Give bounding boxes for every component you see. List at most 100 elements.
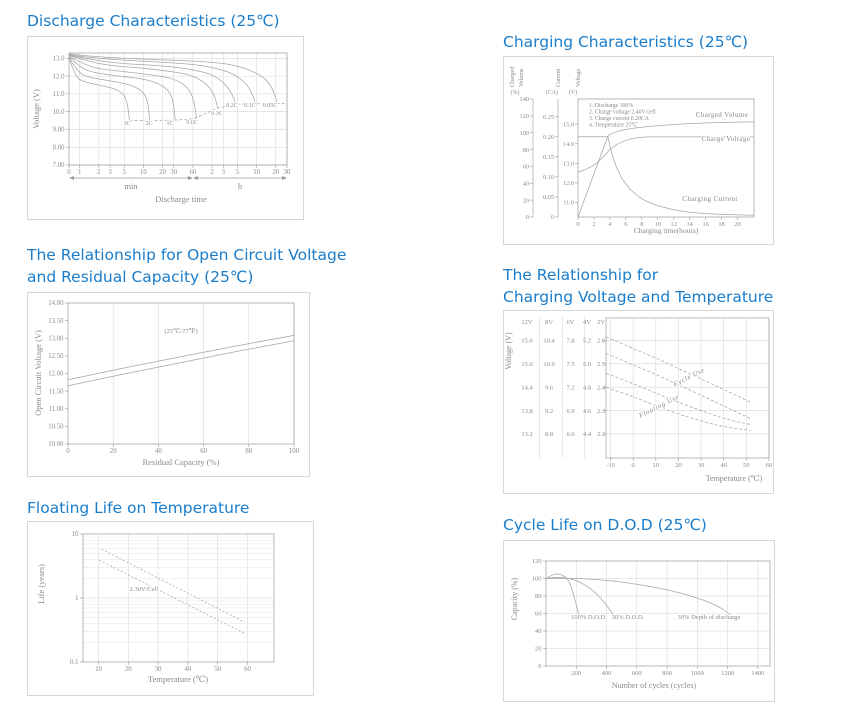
x-tick-label: 30 bbox=[155, 666, 162, 673]
y-axis-tick-label: 0 bbox=[526, 214, 529, 221]
column-tick-label: 10.0 bbox=[543, 361, 554, 368]
x-tick-label: 30 bbox=[170, 169, 177, 176]
series-0.3C bbox=[68, 55, 218, 109]
cvt-chart-svg: -10 0 10 20 30 40 50 60 12V 15.6 15.0 14.4 13.8 13.2 8… bbox=[504, 317, 773, 483]
column-tick-label: 7.5 bbox=[566, 361, 574, 368]
column-tick-label: 5.2 bbox=[583, 338, 591, 345]
ocv-chart-box: 0 20 40 60 80 100 14.00 13.50 13.00 12.50 12.00 11.… bbox=[27, 292, 310, 477]
y-tick-label: 120 bbox=[532, 558, 542, 565]
x-tick-label: 30 bbox=[284, 169, 291, 176]
y-tick-label: 10.50 bbox=[48, 424, 64, 431]
panel-discharge: Discharge Characteristics (25℃) 0 1 2 3 5 10 2… bbox=[27, 10, 304, 220]
series-0.1C bbox=[68, 54, 256, 104]
column-tick-label: 7.2 bbox=[566, 384, 574, 391]
series-ocv-lower bbox=[67, 340, 295, 387]
x-tick-label: 20 bbox=[272, 169, 279, 176]
x-tick-label: 1400 bbox=[751, 670, 764, 677]
annotation-label: 0.2C bbox=[226, 103, 238, 109]
annotation-label: Current bbox=[556, 68, 562, 87]
y-axis-tick-label: 0.10 bbox=[543, 174, 554, 181]
y-axis-label: Voltage (V) bbox=[31, 89, 41, 129]
x-tick-label: 1000 bbox=[691, 670, 704, 677]
y-axis-tick-label: 40 bbox=[523, 180, 529, 187]
annotation-label: Voltage bbox=[576, 68, 582, 87]
x-tick-label: 40 bbox=[184, 666, 191, 673]
y-axis-tick-label: 0.25 bbox=[543, 114, 554, 121]
y-axis-tick-label: 12.0 bbox=[563, 180, 574, 187]
y-tick-label: 13.0 bbox=[53, 56, 65, 63]
y-axis-label: Capacity (%) bbox=[510, 577, 519, 620]
discharge-chart-box: 0 1 2 3 5 10 20 30 60 2 3 5 10 20 30 13.0 12.0 11.0 10.0 9.… bbox=[27, 36, 304, 220]
x-tick-label: 60 bbox=[766, 462, 773, 469]
cycle-chart-box: 200 400 600 800 1000 1200 1400 0 20 40 60 80 100 120 1… bbox=[503, 540, 775, 702]
series-float-life-lower bbox=[99, 559, 245, 634]
y-tick-label: 0.1 bbox=[70, 659, 79, 666]
y-axis-tick-label: 0.20 bbox=[543, 134, 554, 141]
series-0.6C bbox=[68, 56, 197, 119]
axis-unit-span-label: h bbox=[238, 181, 243, 191]
column-tick-label: 13.2 bbox=[521, 431, 532, 438]
x-tick-label: 20 bbox=[125, 666, 132, 673]
x-tick-label: 4 bbox=[608, 221, 612, 228]
floating-title: Floating Life on Temperature bbox=[27, 499, 250, 517]
y-axis-label: Life (years) bbox=[36, 564, 46, 604]
x-axis-label: Residual Capacity (%) bbox=[143, 457, 220, 467]
annotation-label: 0.05C bbox=[263, 103, 278, 109]
y-tick-label: 11.0 bbox=[53, 91, 65, 98]
series-float-life-upper bbox=[101, 548, 245, 623]
x-tick-label: 20 bbox=[675, 462, 682, 469]
x-tick-label: 1200 bbox=[721, 670, 734, 677]
y-axis-tick-label: 20 bbox=[523, 197, 529, 204]
annotation-label: 3. Charge current 0.20CA bbox=[589, 116, 650, 122]
x-axis-label: Charging time(hours) bbox=[634, 226, 699, 235]
x-tick-label: 10 bbox=[653, 462, 660, 469]
y-tick-label: 11.50 bbox=[48, 388, 64, 395]
annotation-label: 4. Temperature 25℃ bbox=[589, 122, 638, 129]
y-axis-label: Open Circuit Voltage (V) bbox=[33, 330, 43, 416]
x-tick-label: 12 bbox=[671, 221, 677, 228]
floating-chart-svg: 10 20 30 40 50 60 10 1 0.1 2.30V/Cell Temperature … bbox=[36, 531, 275, 684]
annotation-label: (V) bbox=[569, 89, 577, 96]
x-tick-label: 10 bbox=[253, 169, 260, 176]
annotation-label: 50% D.O.D. bbox=[612, 614, 645, 621]
column-tick-label: 6.9 bbox=[566, 408, 574, 415]
column-tick-label: 2.4 bbox=[597, 384, 606, 391]
y-axis-label: Voltage (V) bbox=[504, 332, 513, 370]
y-tick-label: 8.00 bbox=[53, 144, 65, 151]
floating-chart-box: 10 20 30 40 50 60 10 1 0.1 2.30V/Cell Temperature … bbox=[27, 521, 314, 696]
x-tick-label: 30 bbox=[698, 462, 705, 469]
annotation-label: 0.6C bbox=[186, 120, 198, 126]
y-axis-tick-label: 80 bbox=[523, 147, 529, 154]
column-tick-label: 15.0 bbox=[521, 361, 532, 368]
discharge-chart-svg: 0 1 2 3 5 10 20 30 60 2 3 5 10 20 3013.012.011.010.09.… bbox=[31, 52, 291, 204]
x-tick-label: 6 bbox=[624, 221, 627, 228]
annotation-label: 0.1C bbox=[244, 103, 256, 109]
panel-cycle: Cycle Life on D.O.D (25℃) 200 400 600 800 10… bbox=[503, 514, 775, 702]
series-charged-volume bbox=[577, 121, 754, 218]
y-tick-label: 10 bbox=[72, 531, 79, 538]
column-tick-label: 2.2 bbox=[597, 431, 605, 438]
annotation-label: Charge Voltage bbox=[702, 135, 751, 143]
panel-ocv: The Relationship for Open Circuit Voltag… bbox=[27, 244, 346, 477]
column-tick-label: 2.6 bbox=[597, 338, 606, 345]
series-ocv-upper bbox=[67, 335, 295, 381]
annotation-label: 1. Discharge 100% bbox=[589, 103, 633, 109]
x-axis-label: Temperature (℃) bbox=[706, 474, 763, 483]
cycle-chart-svg: 200 400 600 800 1000 1200 1400 0 20 40 60 80 100 120 1… bbox=[510, 558, 771, 690]
column-tick-label: 10.4 bbox=[543, 338, 555, 345]
panel-charging: Charging Characteristics (25℃) 0 2 4 6 8 10 12… bbox=[503, 31, 774, 245]
annotation-label: 100% D.O.D. bbox=[571, 614, 607, 621]
x-tick-label: 1 bbox=[78, 169, 81, 176]
y-tick-label: 100 bbox=[532, 576, 542, 583]
column-tick-label: 2.3 bbox=[597, 408, 605, 415]
ocv-chart-svg: 0 20 40 60 80 100 14.00 13.50 13.00 12.50 12.00 11.… bbox=[33, 300, 300, 467]
column-tick-label: 15.6 bbox=[521, 338, 533, 345]
column-tick-label: 4.4 bbox=[583, 431, 592, 438]
column-header: 6V bbox=[567, 319, 575, 326]
column-tick-label: 4.8 bbox=[583, 384, 591, 391]
annotation-label: (25℃/77℉) bbox=[164, 327, 197, 335]
x-axis-label: Temperature (℃) bbox=[148, 674, 208, 684]
x-axis-label: Number of cycles (cycles) bbox=[612, 681, 697, 690]
series-cycle-upper bbox=[605, 336, 752, 403]
y-tick-label: 12.00 bbox=[48, 371, 64, 378]
